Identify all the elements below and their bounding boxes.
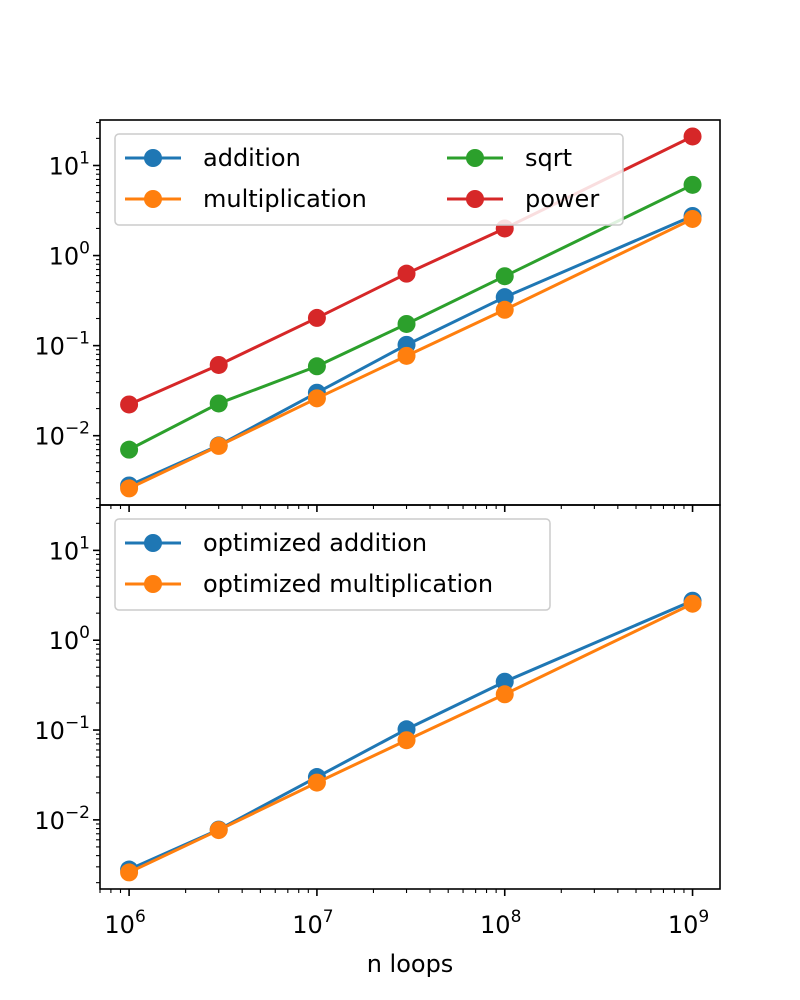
data-point <box>307 773 326 792</box>
data-point <box>495 267 514 286</box>
legend-marker <box>466 149 484 167</box>
data-point <box>209 821 228 840</box>
data-point <box>683 209 702 228</box>
data-point <box>683 594 702 613</box>
x-tick-label-base: 10 <box>480 911 511 939</box>
data-point <box>209 394 228 413</box>
y-tick-label-exponent: 1 <box>79 148 90 168</box>
data-point <box>495 685 514 704</box>
data-point <box>495 300 514 319</box>
x-axis-label: n loops <box>367 950 454 978</box>
data-point <box>495 672 514 691</box>
data-point <box>683 175 702 194</box>
y-tick-label-exponent: 1 <box>79 533 90 553</box>
data-point <box>397 264 416 283</box>
x-tick-label-base: 10 <box>104 911 135 939</box>
data-point <box>209 436 228 455</box>
legend-item: optimized addition <box>125 529 427 557</box>
legend-item: addition <box>125 144 301 172</box>
legend-item: multiplication <box>125 185 367 213</box>
data-point <box>397 346 416 365</box>
y-tick-label: 10−2 <box>34 419 90 451</box>
x-tick-label: 106 <box>104 907 145 939</box>
legend-box <box>114 518 551 611</box>
data-point <box>307 389 326 408</box>
legend-marker <box>144 190 162 208</box>
x-tick-label-exponent: 8 <box>511 907 522 927</box>
data-point <box>209 355 228 374</box>
y-tick-label-base: 10 <box>34 717 65 745</box>
data-point <box>307 357 326 376</box>
legend-marker <box>144 149 162 167</box>
legend-item: optimized multiplication <box>125 570 493 598</box>
data-point <box>120 395 139 414</box>
y-tick-label-base: 10 <box>49 537 80 565</box>
legend-item: sqrt <box>447 144 572 172</box>
x-tick-label-exponent: 6 <box>135 907 146 927</box>
legend-label: addition <box>203 144 301 172</box>
legend-marker <box>144 575 162 593</box>
legend-label: optimized multiplication <box>203 570 493 598</box>
legend: addition multiplication sqrt power <box>114 133 624 226</box>
series-sqrt <box>120 175 702 459</box>
y-tick-label-exponent: −1 <box>65 713 90 733</box>
data-point <box>397 731 416 750</box>
y-tick-label: 10−1 <box>34 713 90 745</box>
legend-item: power <box>447 185 599 213</box>
y-tick-label-exponent: −1 <box>65 329 90 349</box>
series-optimized-multiplication <box>120 594 702 882</box>
data-point <box>120 863 139 882</box>
x-tick-label-base: 10 <box>292 911 323 939</box>
y-tick-label: 100 <box>49 623 90 655</box>
y-tick-label-exponent: 0 <box>79 623 90 643</box>
y-tick-label-exponent: −2 <box>65 803 90 823</box>
series-line <box>128 217 694 490</box>
y-tick-label-base: 10 <box>49 152 80 180</box>
x-tick-label: 107 <box>292 907 333 939</box>
legend-marker <box>144 534 162 552</box>
legend-label: optimized addition <box>203 529 427 557</box>
legend-label: power <box>525 185 599 213</box>
x-tick-label-base: 10 <box>668 911 699 939</box>
legend-marker <box>466 190 484 208</box>
x-tick-label: 108 <box>480 907 521 939</box>
legend-label: sqrt <box>525 144 572 172</box>
data-point <box>120 440 139 459</box>
y-tick-label: 101 <box>49 148 90 180</box>
y-tick-label-base: 10 <box>49 627 80 655</box>
legend: optimized addition optimized multiplicati… <box>114 518 551 611</box>
axes-frame <box>99 504 721 890</box>
y-tick-label-base: 10 <box>49 243 80 271</box>
data-point <box>683 127 702 146</box>
x-tick-label-exponent: 7 <box>323 907 334 927</box>
data-point <box>307 308 326 327</box>
y-tick-label: 10−2 <box>34 803 90 835</box>
series-line <box>128 183 694 451</box>
y-tick-label-base: 10 <box>34 333 65 361</box>
y-tick-label: 100 <box>49 239 90 271</box>
legend-label: multiplication <box>203 185 367 213</box>
y-tick-label-exponent: −2 <box>65 419 90 439</box>
y-tick-label-base: 10 <box>34 807 65 835</box>
x-tick-label: 109 <box>668 907 709 939</box>
data-point <box>397 314 416 333</box>
y-tick-label-base: 10 <box>34 423 65 451</box>
y-tick-label-exponent: 0 <box>79 239 90 259</box>
data-point <box>120 479 139 498</box>
series-line <box>128 602 694 874</box>
data-point <box>495 288 514 307</box>
x-tick-label-exponent: 9 <box>698 907 709 927</box>
y-tick-label: 10−1 <box>34 329 90 361</box>
series-multiplication <box>120 209 702 498</box>
y-tick-label: 101 <box>49 533 90 565</box>
